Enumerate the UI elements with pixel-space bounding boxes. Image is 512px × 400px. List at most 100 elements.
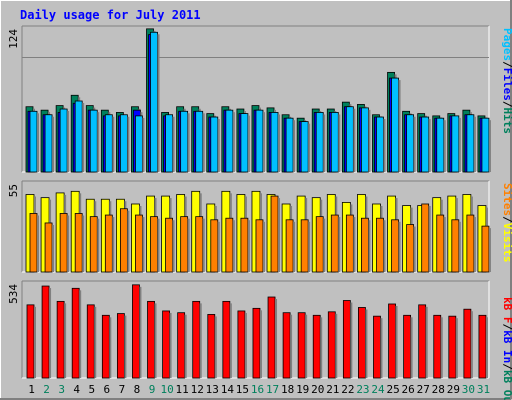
bar-kbf-day-24: [373, 315, 381, 379]
bar-pages-day-28-shadow: [443, 120, 446, 172]
day-label-12: 12: [191, 383, 204, 396]
bar-sites-day-22: [345, 214, 354, 273]
day-label-24: 24: [371, 383, 385, 396]
day-label-13: 13: [206, 383, 219, 396]
bar-pages-day-29-shadow: [458, 117, 461, 172]
bar-sites-day-19-shadow: [308, 221, 311, 272]
bar-sites-day-15-shadow: [247, 220, 250, 272]
legend-entry: Hits: [501, 108, 512, 135]
bar-pages-day-12-shadow: [202, 113, 205, 172]
bar-kbf-day-5: [86, 304, 95, 379]
bar-pages-day-17-shadow: [278, 114, 281, 172]
day-label-6: 6: [104, 383, 111, 396]
day-label-22: 22: [341, 383, 354, 396]
bar-kbf-day-26-shadow: [410, 317, 413, 378]
legend-separator: /: [501, 363, 512, 370]
bar-sites-day-19: [300, 219, 309, 273]
bar-sites-day-7: [119, 208, 128, 273]
bar-sites-day-29-shadow: [458, 221, 461, 272]
bar-kbf-day-8-shadow: [139, 286, 142, 378]
day-label-16: 16: [251, 383, 264, 396]
legend-entry: kB F: [501, 297, 512, 324]
legend-separator: /: [501, 61, 512, 68]
bar-sites-day-20-shadow: [323, 218, 326, 272]
legend-kbytes: kB F/kB In/kB Out: [501, 297, 512, 400]
bar-kbf-day-3: [56, 300, 65, 379]
panel-hits-files-pages: 124: [7, 25, 491, 173]
bar-kbf-day-3-shadow: [64, 303, 67, 378]
bar-sites-day-11: [180, 216, 189, 273]
bar-pages-day-26-shadow: [413, 116, 416, 172]
bar-sites-day-18-shadow: [293, 221, 296, 272]
bar-kbf-day-26: [403, 314, 412, 379]
bar-sites-day-24: [376, 217, 384, 273]
bar-pages-day-24: [376, 116, 384, 173]
bar-kbf-day-9-shadow: [154, 303, 157, 378]
bar-sites-day-23-shadow: [368, 220, 371, 272]
legend-entry: Sites: [501, 183, 512, 216]
bar-kbf-day-17-shadow: [275, 299, 278, 378]
day-label-20: 20: [311, 383, 324, 396]
day-label-4: 4: [73, 383, 80, 396]
bar-sites-day-27: [421, 203, 430, 273]
bar-pages-day-2: [44, 114, 53, 173]
bar-kbf-day-30: [463, 308, 472, 379]
bar-pages-day-3: [59, 108, 68, 173]
bar-sites-day-26: [406, 224, 415, 273]
bar-pages-day-1-shadow: [37, 113, 39, 172]
legend-entry: Pages: [501, 28, 512, 61]
bar-pages-day-4: [74, 100, 83, 173]
bar-kbf-day-12-shadow: [199, 303, 202, 378]
legend-entry: kB Out: [501, 370, 512, 400]
bar-pages-day-14: [225, 109, 234, 173]
bar-kbf-day-7: [116, 313, 125, 379]
bar-sites-day-30: [466, 214, 475, 273]
bar-kbf-day-24-shadow: [380, 318, 383, 378]
bar-kbf-day-1: [26, 304, 35, 379]
bar-kbf-day-4: [71, 287, 80, 379]
day-label-18: 18: [281, 383, 294, 396]
bar-pages-day-6-shadow: [112, 116, 115, 172]
bar-pages-day-18-shadow: [293, 120, 296, 172]
day-label-2: 2: [43, 383, 50, 396]
legend-separator: /: [501, 216, 512, 223]
bar-sites-day-22-shadow: [353, 217, 356, 272]
bar-sites-day-31: [481, 225, 490, 273]
bar-sites-day-26-shadow: [413, 226, 416, 272]
bar-kbf-day-21-shadow: [335, 313, 338, 378]
bar-sites-day-7-shadow: [127, 210, 130, 272]
day-label-3: 3: [58, 383, 65, 396]
bar-pages-day-10-shadow: [172, 116, 175, 172]
day-label-26: 26: [402, 383, 415, 396]
bar-kbf-day-9: [147, 300, 155, 379]
bar-pages-day-11-shadow: [187, 113, 190, 172]
bar-sites-day-9-shadow: [157, 218, 160, 272]
bar-pages-day-15: [240, 113, 249, 173]
bar-kbf-day-2: [41, 285, 50, 379]
bar-pages-day-8: [135, 115, 143, 173]
bar-pages-day-16: [255, 109, 264, 173]
panel-visits-sites: 55: [7, 180, 491, 273]
bar-sites-day-4-shadow: [82, 215, 85, 272]
bar-kbf-day-28-shadow: [440, 317, 443, 378]
bar-sites-day-2: [44, 222, 53, 273]
bar-sites-day-27-shadow: [428, 205, 431, 272]
y-max-label: 124: [7, 29, 20, 49]
legend-visits-sites: Sites/Visits: [501, 183, 512, 263]
bar-pages-day-25: [391, 77, 399, 173]
bar-kbf-day-14: [222, 300, 231, 379]
panel-kbytes: 534: [7, 280, 490, 379]
bar-kbf-day-8: [132, 284, 140, 379]
bar-pages-day-31-shadow: [488, 120, 491, 172]
bar-pages-day-27: [421, 116, 430, 173]
bar-kbf-day-27: [418, 304, 427, 379]
day-label-23: 23: [356, 383, 369, 396]
day-label-21: 21: [326, 383, 339, 396]
bar-kbf-day-23: [358, 307, 366, 379]
bar-sites-day-6-shadow: [112, 217, 115, 272]
bar-pages-day-24-shadow: [383, 119, 386, 172]
bar-kbf-day-23-shadow: [365, 309, 368, 378]
bar-kbf-day-15: [237, 310, 246, 379]
bar-kbf-day-11: [177, 312, 186, 379]
